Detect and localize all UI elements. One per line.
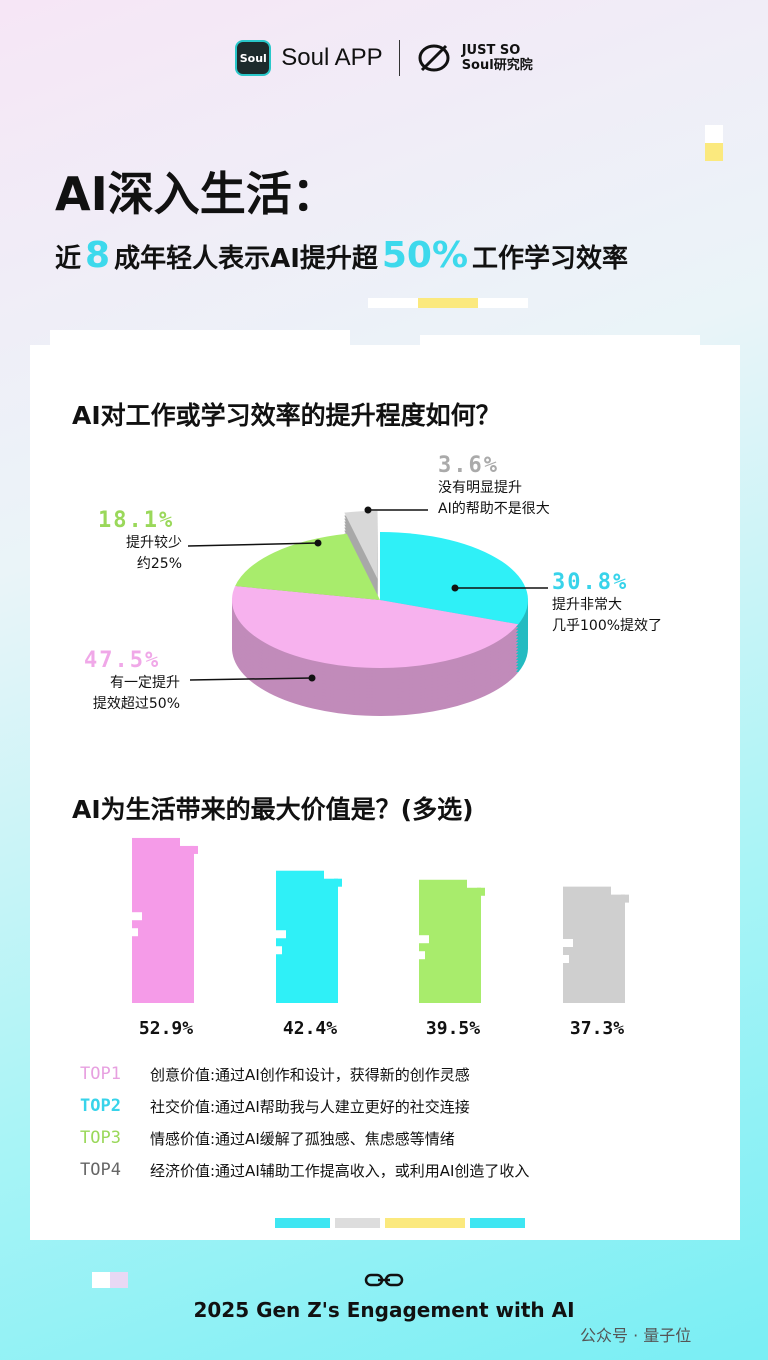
leader-line: [189, 677, 313, 681]
pie-pct: 47.5%: [84, 648, 161, 673]
institute-line1: JUST SO: [461, 43, 521, 58]
bar-value-label: 39.5%: [425, 1018, 481, 1039]
pie-label-line: 没有明显提升: [438, 480, 522, 496]
deco-strip: [470, 1218, 525, 1228]
bar-pixel-notch: [190, 845, 198, 854]
legend-item: TOP1 创意价值:通过AI创作和设计，获得新的创作灵感: [80, 1064, 470, 1085]
page-subtitle: 近 8 成年轻人表示AI提升超 50% 工作学习效率: [55, 235, 628, 276]
pie-label-line: 提效超过50%: [92, 696, 180, 712]
subtitle-highlight: 8: [85, 235, 111, 276]
app-name: Soul APP: [281, 44, 383, 71]
pie-pct: 30.8%: [552, 570, 629, 595]
leader-dot: [308, 674, 316, 682]
bar-pixel-notch: [276, 946, 282, 955]
pie-label-pink: 47.5% 有一定提升 提效超过50%: [56, 648, 180, 715]
deco-block: [705, 143, 723, 161]
bar: [276, 870, 338, 1003]
pie-label-line: 约25%: [136, 556, 182, 572]
leader-line: [187, 542, 319, 547]
deco-strip: [335, 1218, 380, 1228]
bar: [419, 879, 481, 1003]
divider: [398, 40, 400, 76]
institute-line2: Soul研究院: [461, 58, 533, 73]
footer-text: 2025 Gen Z's Engagement with AI: [193, 1298, 575, 1322]
leader-dot: [451, 584, 459, 592]
pie-slice: [380, 532, 528, 625]
bar-pixel-notch: [477, 887, 485, 896]
deco-strip: [368, 298, 418, 308]
bar-pixel-notch: [563, 938, 573, 947]
pie-slice: [232, 586, 519, 668]
bar-title: AI为生活带来的最大价值是？(多选): [72, 795, 474, 824]
bar-value-label: 52.9%: [138, 1018, 194, 1039]
legend-text: 情感价值:通过AI缓解了孤独感、焦虑感等情绪: [150, 1130, 455, 1148]
bar-value-label: 42.4%: [282, 1018, 338, 1039]
pie-label-line: 几乎100%提效了: [552, 618, 663, 634]
deco-strip: [385, 1218, 465, 1228]
subtitle-text: 近: [55, 244, 82, 274]
legend-text: 创意价值:通过AI创作和设计，获得新的创作灵感: [150, 1066, 470, 1084]
watermark: 公众号 · 量子位: [580, 1326, 692, 1345]
pie-slice: [235, 533, 380, 600]
bar: [563, 886, 625, 1003]
content-card: [30, 345, 740, 1240]
legend-item: TOP2 社交价值:通过AI帮助我与人建立更好的社交连接: [80, 1096, 470, 1117]
bar-pixel-notch: [419, 951, 425, 960]
page-title: AI深入生活：: [55, 167, 338, 221]
soul-app-logo: Soul: [235, 40, 272, 76]
pie-pct: 18.1%: [98, 508, 175, 533]
legend-item: TOP3 情感价值:通过AI缓解了孤独感、焦虑感等情绪: [80, 1128, 455, 1149]
leader-dot: [314, 539, 322, 547]
subtitle-highlight: 50%: [381, 235, 469, 276]
legend-text: 经济价值:通过AI辅助工作提高收入，或利用AI创造了收入: [150, 1162, 530, 1180]
pie-label-gray: 3.6% 没有明显提升 AI的帮助不是很大: [438, 453, 550, 520]
pie-label-line: 提升非常大: [552, 597, 622, 613]
bar-value-label: 37.3%: [569, 1018, 625, 1039]
bar-pixel-notch: [324, 868, 338, 879]
header-logos: Soul Soul APP JUST SO Soul研究院: [0, 40, 768, 76]
pie-label-cyan: 30.8% 提升非常大 几乎100%提效了: [552, 570, 662, 637]
deco-strip: [275, 1218, 330, 1228]
bar-pixel-notch: [621, 894, 629, 903]
legend-tag: TOP2: [80, 1096, 121, 1116]
legend-tag: TOP3: [80, 1128, 121, 1148]
pie-slice: [344, 510, 378, 579]
card-edge: [420, 335, 700, 350]
justso-logo-icon: [418, 44, 450, 72]
pie-pct: 3.6%: [438, 453, 499, 478]
deco-strip: [478, 298, 528, 308]
deco-block: [705, 125, 723, 143]
legend-tag: TOP1: [80, 1064, 121, 1084]
pie-label-line: 提升较少: [126, 535, 182, 551]
bar-pixel-notch: [276, 930, 286, 939]
chain-link-icon: [364, 1273, 404, 1287]
legend-text: 社交价值:通过AI帮助我与人建立更好的社交连接: [150, 1098, 470, 1116]
subtitle-text: 成年轻人表示AI提升超: [114, 244, 378, 274]
bar-pixel-notch: [611, 884, 625, 895]
bar-pixel-notch: [419, 935, 429, 944]
pie-label-green: 18.1% 提升较少 约25%: [98, 508, 182, 575]
bar-pixel-notch: [132, 912, 142, 921]
card-edge: [50, 330, 350, 350]
subtitle-text: 工作学习效率: [472, 244, 629, 274]
deco-block: [110, 1272, 128, 1288]
pie-label-line: AI的帮助不是很大: [438, 501, 550, 517]
pie-label-line: 有一定提升: [110, 675, 180, 691]
deco-strip: [418, 298, 478, 308]
bar: [132, 837, 194, 1003]
bar-pixel-notch: [132, 928, 138, 937]
bar-pixel-notch: [180, 835, 194, 846]
legend-item: TOP4 经济价值:通过AI辅助工作提高收入，或利用AI创造了收入: [80, 1160, 529, 1181]
leader-dot: [364, 506, 372, 514]
legend-tag: TOP4: [80, 1160, 121, 1180]
pie-title: AI对工作或学习效率的提升程度如何？: [72, 401, 501, 430]
deco-block: [92, 1272, 110, 1288]
bar-pixel-notch: [563, 954, 569, 963]
bar-pixel-notch: [467, 877, 481, 888]
bar-pixel-notch: [334, 878, 342, 887]
